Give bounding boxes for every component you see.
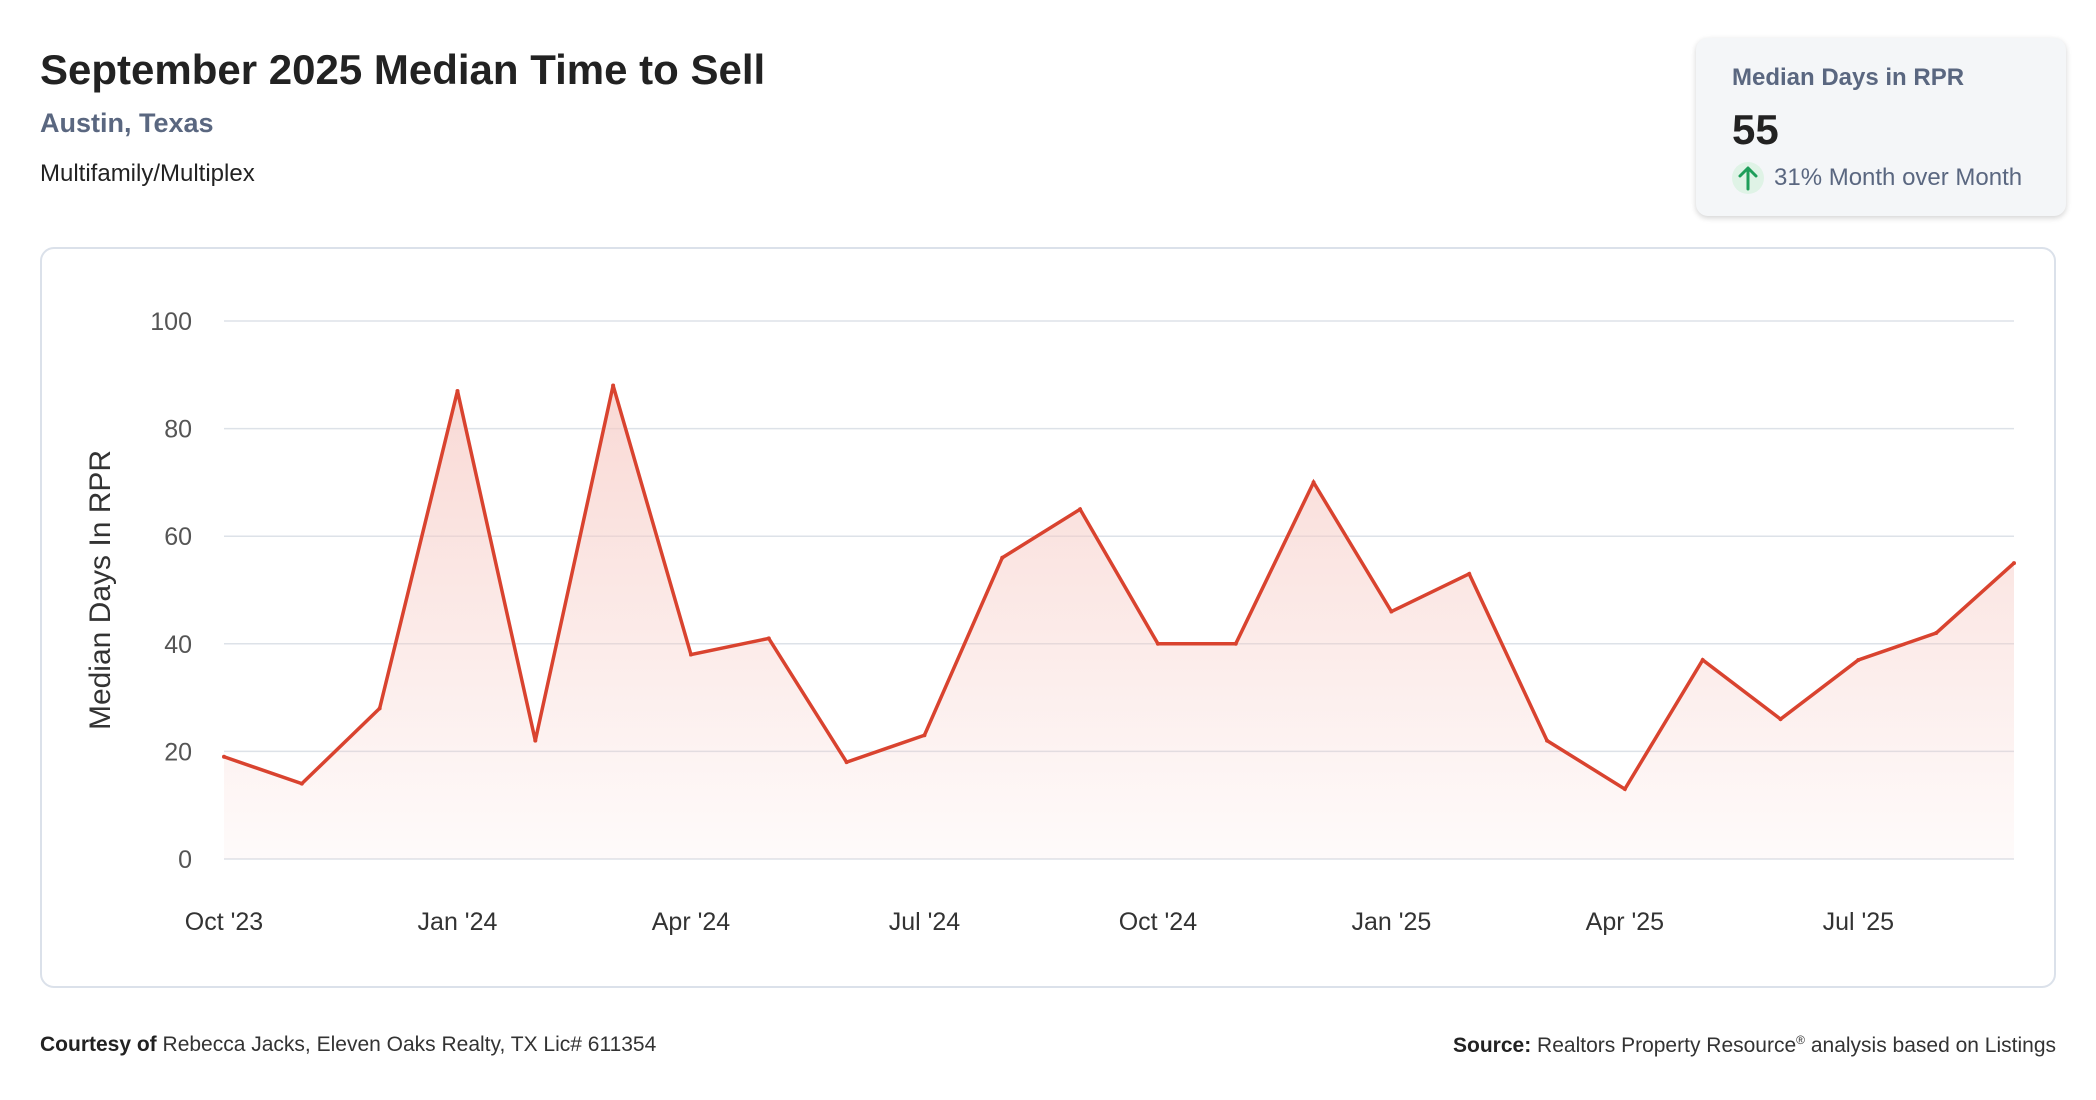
data-point <box>1856 657 1861 662</box>
arrow-up-icon <box>1732 162 1764 194</box>
source-label: Source: <box>1453 1034 1532 1057</box>
data-point <box>766 636 771 641</box>
data-point <box>222 754 226 759</box>
data-point <box>1778 717 1783 722</box>
y-tick-label: 80 <box>164 416 192 444</box>
line-chart: 0 20 40 60 80 100 Oct '23 Jan '24 Apr '24 Jul '24… <box>84 308 2016 936</box>
x-tick-label: Jan '24 <box>418 908 498 936</box>
summary-card-value: 55 <box>1732 106 1779 153</box>
data-point <box>1389 609 1394 614</box>
summary-card: Median Days in RPR 55 31% Month over Mon… <box>1696 38 2066 216</box>
x-tick-label: Oct '23 <box>185 908 263 936</box>
data-point <box>2012 561 2016 566</box>
data-point <box>1155 641 1160 646</box>
y-tick-label: 40 <box>164 631 192 659</box>
y-tick-label: 100 <box>150 308 192 336</box>
source-rest: analysis based on Listings <box>1810 1034 2056 1057</box>
courtesy-text: Rebecca Jacks, Eleven Oaks Realty, TX Li… <box>162 1033 657 1056</box>
location-subtitle: Austin, Texas <box>40 108 214 138</box>
data-point <box>688 652 693 657</box>
x-tick-label: Jan '25 <box>1351 908 1431 936</box>
data-point <box>1311 480 1316 485</box>
summary-card-label: Median Days in RPR <box>1732 64 1965 91</box>
data-point <box>1700 657 1705 662</box>
page-title: September 2025 Median Time to Sell <box>40 46 766 93</box>
source-name: Realtors Property Resource <box>1537 1034 1797 1057</box>
source-footer: Source: Realtors Property Resource® anal… <box>1453 1033 2056 1058</box>
x-tick-label: Oct '24 <box>1119 908 1198 936</box>
x-tick-label: Apr '24 <box>652 908 731 936</box>
change-text: 31% Month over Month <box>1774 164 2023 191</box>
data-point <box>1545 738 1550 743</box>
chart-container: 0 20 40 60 80 100 Oct '23 Jan '24 Apr '24 Jul '24… <box>40 247 2056 988</box>
data-point <box>1078 507 1083 512</box>
data-point <box>533 738 538 743</box>
courtesy-label: Courtesy of <box>40 1033 157 1056</box>
series-line <box>223 385 2016 792</box>
data-point <box>1233 641 1238 646</box>
x-tick-label: Apr '25 <box>1586 908 1664 936</box>
registered-mark: ® <box>1796 1033 1805 1047</box>
y-tick-label: 60 <box>164 523 192 551</box>
courtesy-footer: Courtesy of Rebecca Jacks, Eleven Oaks R… <box>40 1033 656 1057</box>
data-point <box>377 706 382 711</box>
y-tick-label: 0 <box>178 846 192 874</box>
x-tick-label: Jul '25 <box>1823 908 1894 936</box>
summary-card-change: 31% Month over Month <box>1732 162 2022 194</box>
data-point <box>611 383 616 388</box>
x-tick-label: Jul '24 <box>889 908 961 936</box>
y-axis-label: Median Days In RPR <box>84 450 117 730</box>
data-point <box>1000 555 1005 560</box>
property-category: Multifamily/Multiplex <box>40 160 255 187</box>
data-point <box>455 388 460 393</box>
data-point <box>1622 787 1627 792</box>
series-area <box>224 385 2014 859</box>
data-point <box>844 760 849 765</box>
data-point <box>1934 631 1939 636</box>
data-point <box>922 733 927 738</box>
data-point <box>1467 571 1472 576</box>
data-point <box>299 781 304 786</box>
y-tick-label: 20 <box>164 738 192 766</box>
